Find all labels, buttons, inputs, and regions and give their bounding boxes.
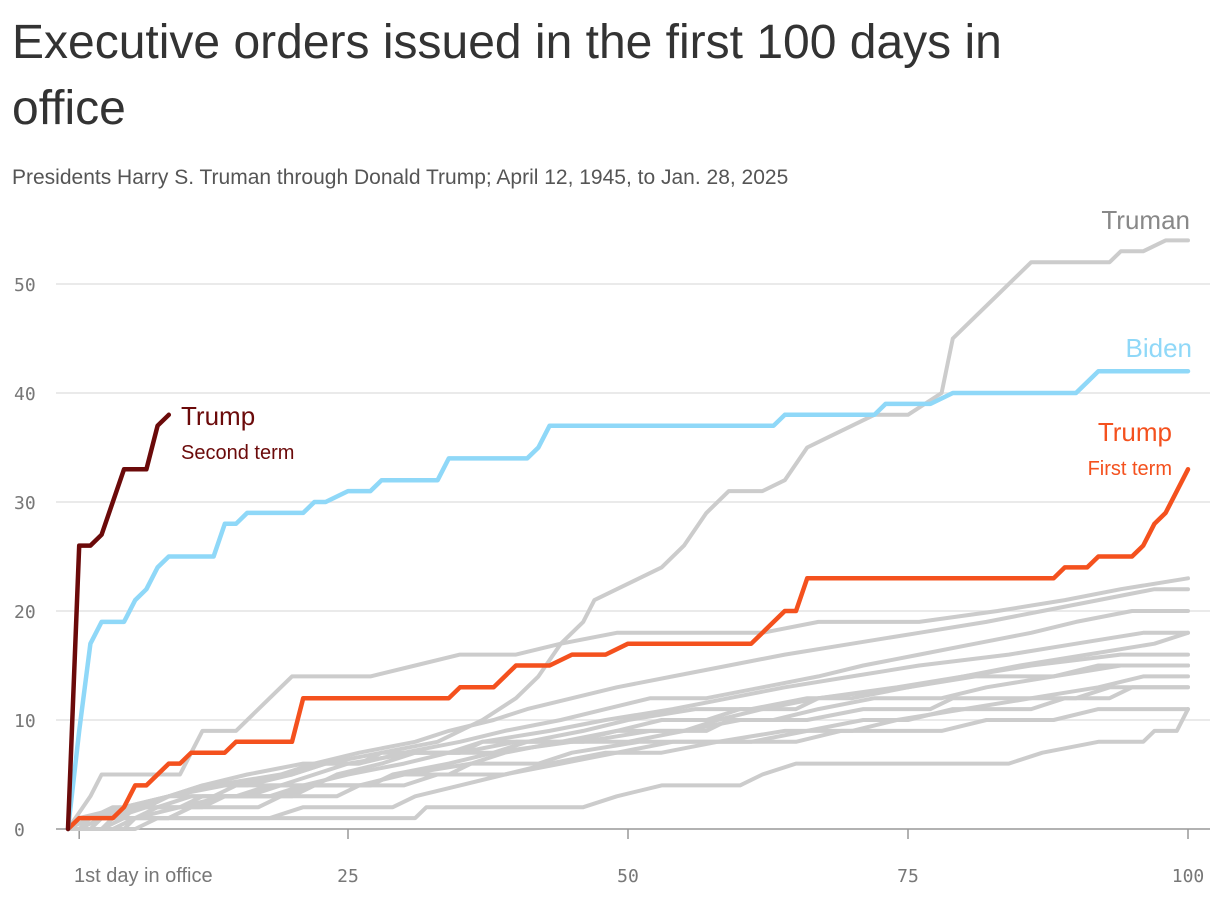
x-tick-label: 75 (897, 866, 919, 887)
series-line-biden (65, 368, 1191, 832)
y-tick-label: 30 (14, 493, 36, 514)
series-labels: Truman Biden Trump First term Trump Second te… (181, 205, 1192, 480)
series-line-other-10 (66, 576, 1190, 831)
series-line-other-4 (66, 707, 1190, 831)
series-line-trump_first (65, 467, 1191, 832)
x-tick-label: 50 (617, 866, 639, 887)
series-line-other-8 (66, 685, 1190, 831)
series-line-other-5 (66, 674, 1190, 831)
y-tick-label: 0 (14, 820, 25, 841)
label-biden: Biden (1126, 333, 1193, 363)
series-lines (65, 238, 1191, 832)
label-trump-second: Trump (181, 401, 255, 431)
y-tick-label: 20 (14, 602, 36, 623)
chart-title: Executive orders issued in the first 100… (12, 16, 1002, 135)
chart-subtitle: Presidents Harry S. Truman through Donal… (12, 166, 789, 189)
y-tick-label: 40 (14, 384, 36, 405)
label-truman: Truman (1101, 205, 1190, 235)
series-line-other-7 (66, 630, 1190, 831)
series-line-trump_second (65, 412, 172, 832)
x-tick-label: 25 (337, 866, 359, 887)
label-trump-second-sub: Second term (181, 442, 294, 464)
series-line-truman (66, 238, 1190, 831)
series-line-other-9 (66, 707, 1190, 831)
x-tick-label: 1st day in office (74, 865, 213, 887)
series-line-other-3 (66, 663, 1190, 831)
x-tick-label: 100 (1172, 866, 1205, 887)
series-line-other-6 (66, 663, 1190, 831)
y-axis-ticks: 0 10 20 30 40 50 (14, 275, 36, 841)
y-tick-label: 10 (14, 711, 36, 732)
label-trump-first-sub: First term (1088, 458, 1172, 480)
x-axis-ticks: 1st day in office 25 50 75 100 (74, 829, 1204, 887)
y-tick-label: 50 (14, 275, 36, 296)
label-trump-first: Trump (1098, 417, 1172, 447)
